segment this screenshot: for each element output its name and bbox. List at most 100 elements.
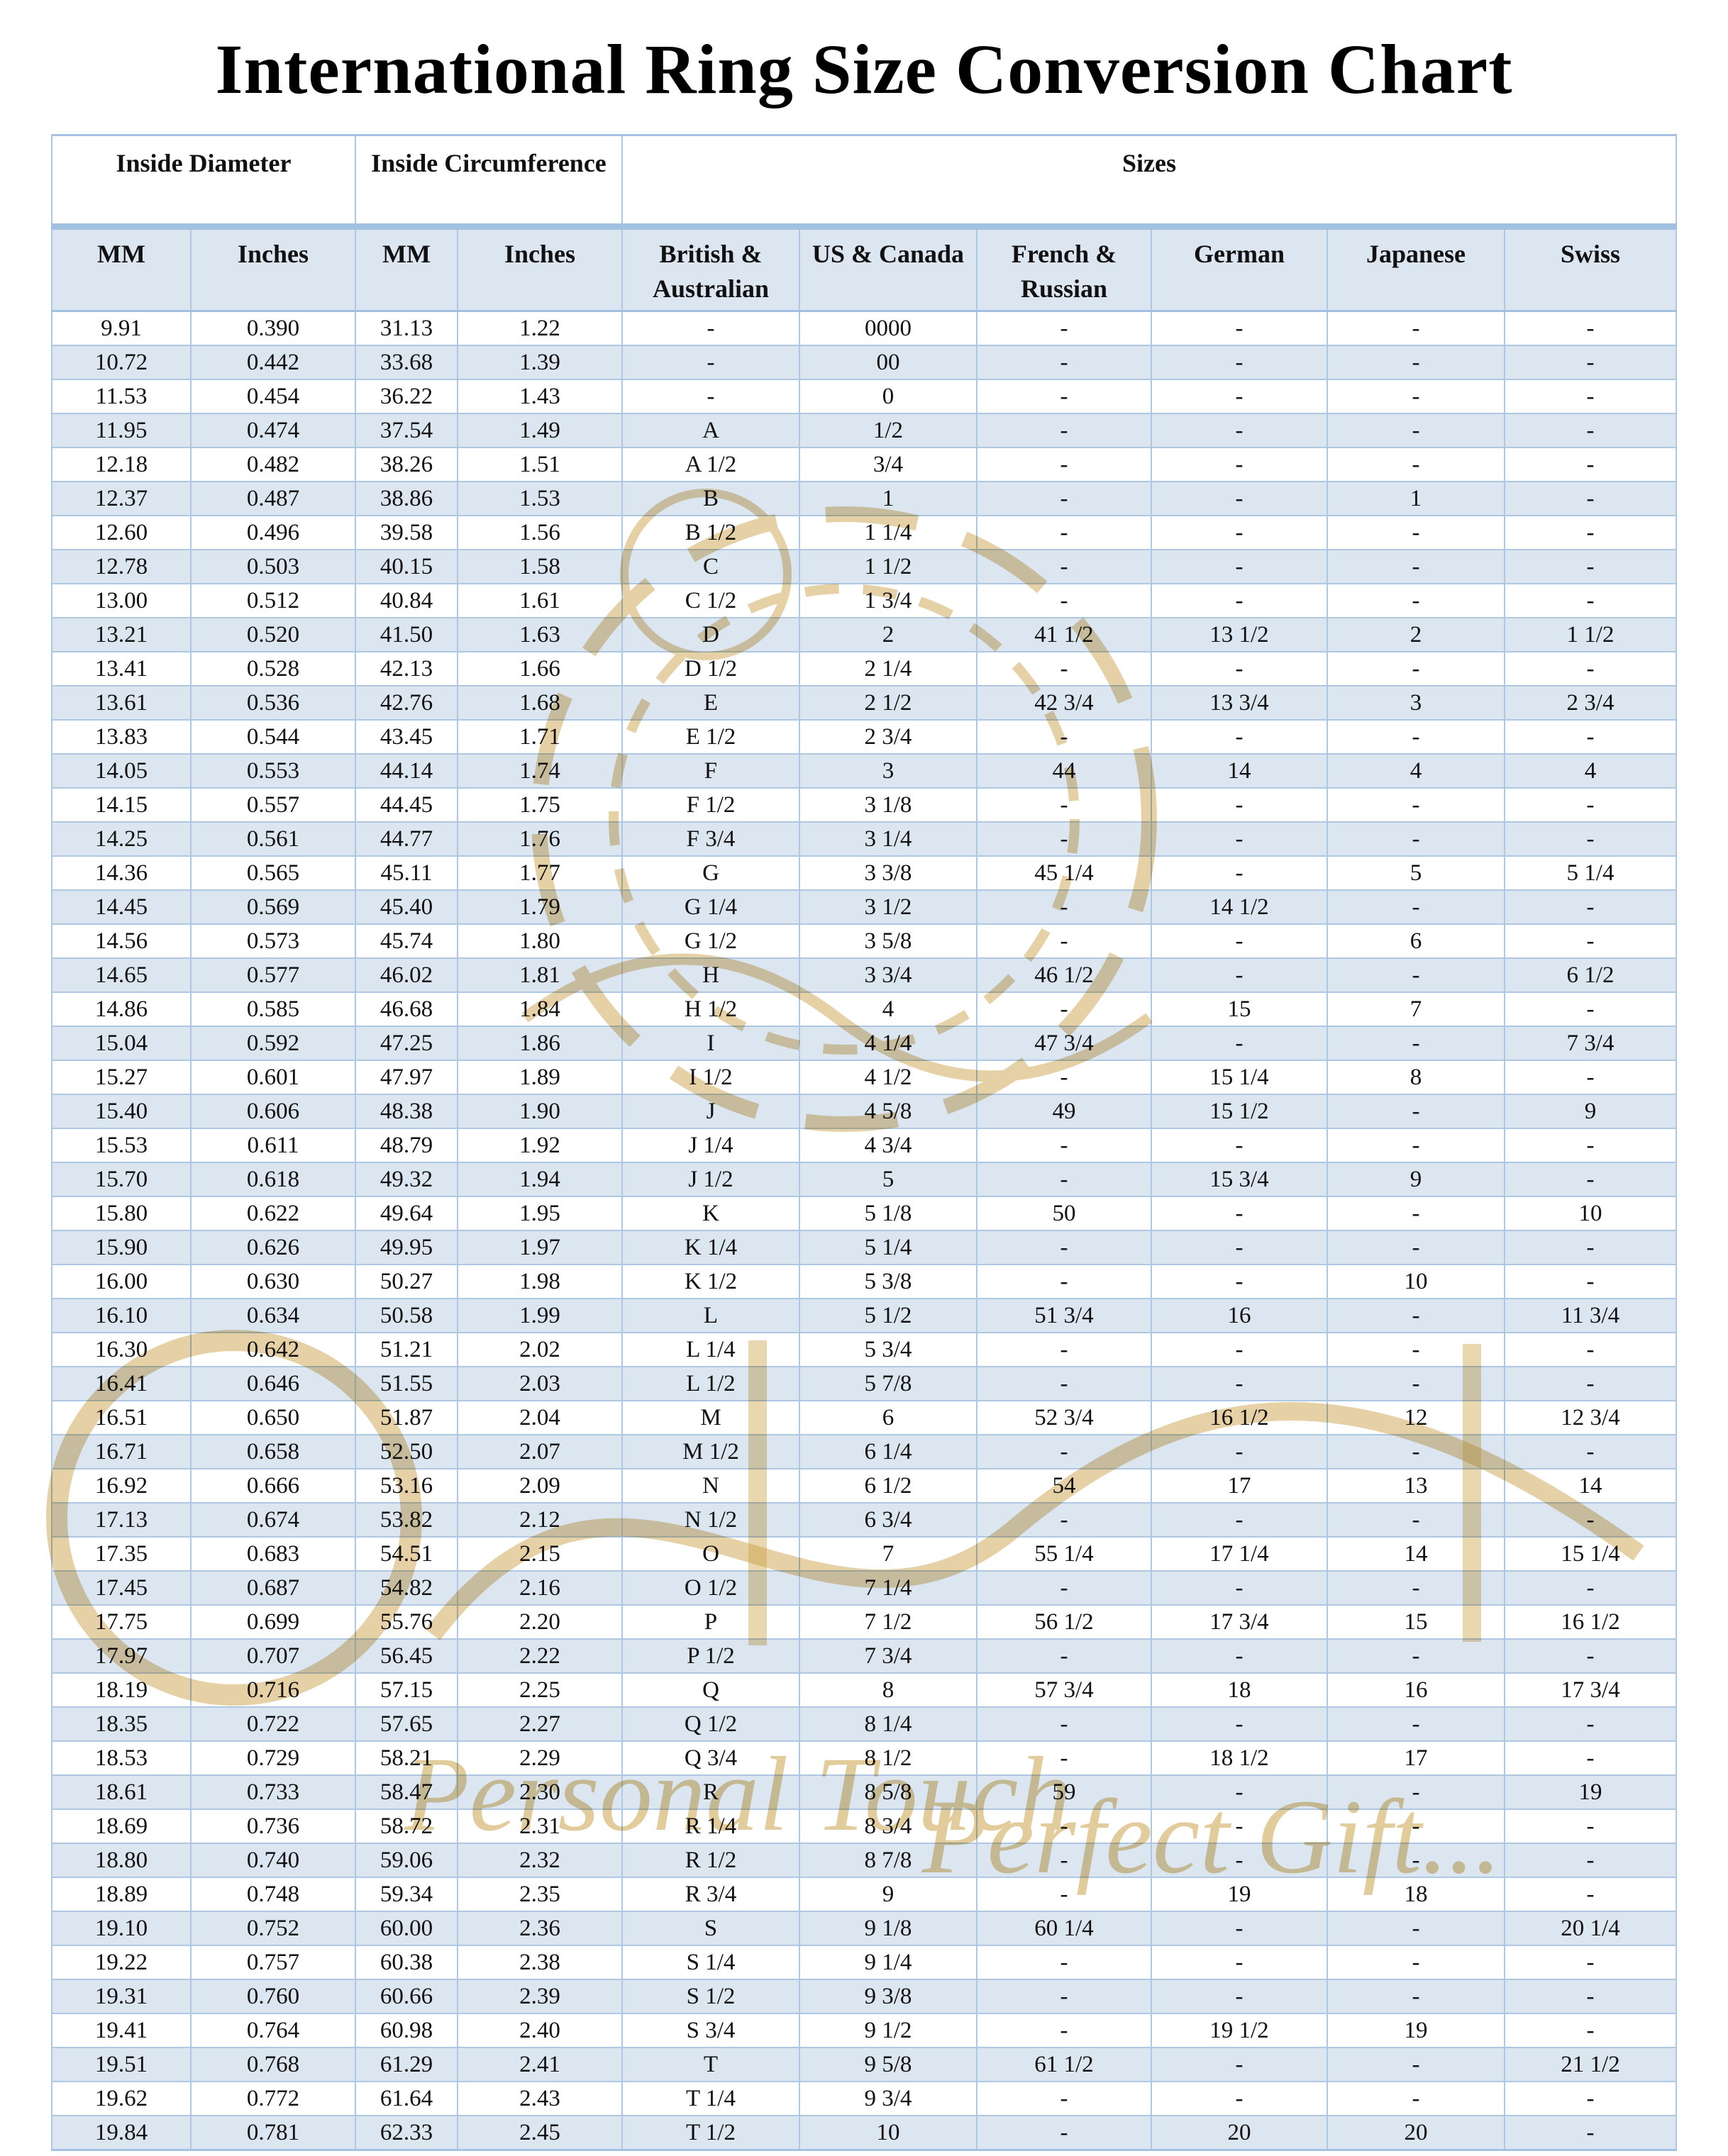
cell: F 3/4 <box>621 821 800 857</box>
cell: 0.736 <box>189 1808 356 1844</box>
cell: 2.16 <box>456 1570 623 1606</box>
cell: - <box>1150 1196 1328 1231</box>
cell: 0.390 <box>189 310 356 346</box>
cell: - <box>1503 1434 1678 1469</box>
cell: K 1/2 <box>621 1264 800 1299</box>
cell: - <box>1326 515 1505 550</box>
cell: 15.90 <box>50 1230 192 1265</box>
cell: 10.72 <box>50 345 192 380</box>
cell: Q 1/2 <box>621 1706 800 1742</box>
cell: 4 1/2 <box>798 1060 977 1095</box>
cell: - <box>1503 1060 1678 1095</box>
cell: 0.585 <box>189 991 356 1027</box>
cell: - <box>975 2081 1152 2116</box>
cell: 0.666 <box>189 1468 356 1504</box>
cell: - <box>1503 379 1678 414</box>
cell: 13.21 <box>50 617 192 652</box>
cell: 45.11 <box>354 855 458 891</box>
cell: T 1/4 <box>621 2081 800 2116</box>
table-row: 15.27 0.601 47.97 1.89 I 1/2 4 1/2-15 1/4 8- <box>50 1060 1678 1095</box>
table-row: 14.25 0.561 44.77 1.76 F 3/4 3 1/4- - - - <box>50 821 1678 857</box>
cell: 12 3/4 <box>1503 1400 1678 1435</box>
cell: 12.37 <box>50 481 192 516</box>
cell: A 1/2 <box>621 447 800 482</box>
cell: 0.626 <box>189 1230 356 1265</box>
cell: 7 3/4 <box>798 1638 977 1674</box>
cell: 2.25 <box>456 1672 623 1708</box>
cell: 46 1/2 <box>975 957 1152 993</box>
cell: 16 <box>1326 1672 1505 1708</box>
column-header-cell: French & Russian <box>975 226 1152 312</box>
cell: 4 <box>798 991 977 1027</box>
cell: 57 3/4 <box>975 1672 1152 1708</box>
column-header-cell: US & Canada <box>798 226 977 312</box>
cell: 0.569 <box>189 889 356 925</box>
cell: 18.53 <box>50 1740 192 1776</box>
cell: 0.561 <box>189 821 356 857</box>
cell: S <box>621 1911 800 1946</box>
cell: - <box>1326 1434 1505 1469</box>
cell: 0.733 <box>189 1774 356 1810</box>
cell: - <box>1503 719 1678 755</box>
cell: 11 3/4 <box>1503 1298 1678 1333</box>
cell: - <box>1503 583 1678 618</box>
cell: - <box>1503 651 1678 687</box>
cell: 5 1/2 <box>798 1298 977 1333</box>
table-row: 13.61 0.536 42.76 1.68 E 2 1/2 42 3/4 13 3/4 3 2 … <box>50 685 1678 721</box>
cell: 51.55 <box>354 1366 458 1401</box>
cell: 15.27 <box>50 1060 192 1095</box>
cell: - <box>1326 1638 1505 1674</box>
cell: 2.32 <box>456 1843 623 1878</box>
cell: 7 1/4 <box>798 1570 977 1606</box>
cell: 5 1/4 <box>1503 855 1678 891</box>
cell: 0.611 <box>189 1128 356 1163</box>
table-row: 12.18 0.482 38.26 1.51 A 1/2 3/4- - - - <box>50 447 1678 482</box>
cell: 16.71 <box>50 1434 192 1469</box>
cell: 17.97 <box>50 1638 192 1674</box>
cell: - <box>1326 310 1505 346</box>
cell: - <box>1503 1740 1678 1776</box>
table-row: 13.41 0.528 42.13 1.66 D 1/2 2 1/4- - - - <box>50 651 1678 687</box>
cell: - <box>1150 787 1328 823</box>
cell: - <box>1150 2047 1328 2082</box>
table-row: 18.89 0.748 59.34 2.35 R 3/4 9-19 18- <box>50 1877 1678 1912</box>
column-header-cell: British & Australian <box>621 226 800 312</box>
table-row: 18.35 0.722 57.65 2.27 Q 1/2 8 1/4- - - - <box>50 1706 1678 1742</box>
table-row: 17.13 0.674 53.82 2.12 N 1/2 6 3/4- - - - <box>50 1502 1678 1538</box>
cell: 0.748 <box>189 1877 356 1912</box>
cell: 18 <box>1326 1877 1505 1912</box>
cell: 51.87 <box>354 1400 458 1435</box>
cell: - <box>1326 345 1505 380</box>
cell: 0.716 <box>189 1672 356 1708</box>
cell: 54 <box>975 1468 1152 1504</box>
cell: 16.00 <box>50 1264 192 1299</box>
cell: 0.577 <box>189 957 356 993</box>
cell: O 1/2 <box>621 1570 800 1606</box>
cell: - <box>975 379 1152 414</box>
cell: - <box>975 651 1152 687</box>
cell: N 1/2 <box>621 1502 800 1538</box>
cell: 1.99 <box>456 1298 623 1333</box>
table-body: 9.91 0.390 31.13 1.22-0000- - - -10.72 0.442 33.… <box>50 310 1678 2151</box>
cell: 1.80 <box>456 923 623 959</box>
cell: - <box>1326 2081 1505 2116</box>
cell: R <box>621 1774 800 1810</box>
table-row: 19.41 0.764 60.98 2.40 S 3/4 9 1/2-19 1/2 19- <box>50 2013 1678 2048</box>
cell: - <box>1150 447 1328 482</box>
cell: 9.91 <box>50 310 192 346</box>
cell: 4 5/8 <box>798 1094 977 1129</box>
cell: 38.26 <box>354 447 458 482</box>
cell: 17 3/4 <box>1503 1672 1678 1708</box>
cell: 60 1/4 <box>975 1911 1152 1946</box>
cell: 0.528 <box>189 651 356 687</box>
cell: 21 1/2 <box>1503 2047 1678 2082</box>
cell: 10 <box>1326 1264 1505 1299</box>
cell: 2.45 <box>456 2115 623 2151</box>
cell: 5 3/4 <box>798 1332 977 1367</box>
cell: 19.84 <box>50 2115 192 2151</box>
cell: 3 3/8 <box>798 855 977 891</box>
table-row: 16.41 0.646 51.55 2.03 L 1/2 5 7/8- - - - <box>50 1366 1678 1401</box>
cell: 1 3/4 <box>798 583 977 618</box>
page-title: International Ring Size Conversion Chart <box>215 30 1513 109</box>
cell: 2.20 <box>456 1604 623 1640</box>
